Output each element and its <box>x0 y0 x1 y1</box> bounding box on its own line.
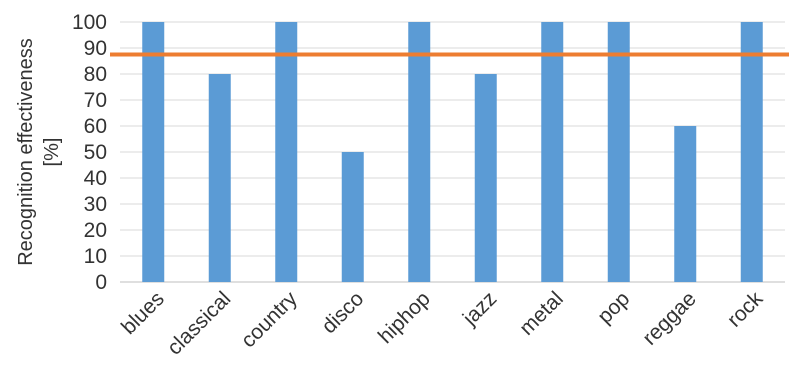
bar-reggae <box>674 126 697 282</box>
y-tick-label: 80 <box>84 63 107 86</box>
bar-classical <box>208 74 231 282</box>
bar-metal <box>541 22 564 282</box>
y-axis-title: Recognition effectiveness [%] <box>15 38 63 266</box>
y-axis-ticks: 0 10 20 30 40 50 60 70 80 90 100 <box>72 11 107 294</box>
y-axis-title-line1: Recognition effectiveness <box>15 38 37 266</box>
y-tick-label: 30 <box>84 193 107 216</box>
y-tick-label: 70 <box>84 89 107 112</box>
y-tick-label: 60 <box>84 115 107 138</box>
x-tick-label-pop: pop <box>593 287 634 328</box>
gridlines <box>120 21 785 283</box>
y-tick-label: 0 <box>95 271 107 294</box>
x-tick-label-classical: classical <box>163 287 235 359</box>
bar-jazz <box>474 74 497 282</box>
y-tick-label: 20 <box>84 219 107 242</box>
y-tick-label: 50 <box>84 141 107 164</box>
bar-hiphop <box>408 22 431 282</box>
x-tick-label-country: country <box>237 287 302 352</box>
x-tick-label-metal: metal <box>515 287 568 340</box>
y-tick-label: 100 <box>72 11 107 34</box>
x-tick-label-disco: disco <box>317 287 368 338</box>
y-tick-label: 90 <box>84 37 107 60</box>
x-tick-label-hiphop: hiphop <box>374 287 435 348</box>
x-tick-label-jazz: jazz <box>458 287 501 330</box>
y-tick-label: 40 <box>84 167 107 190</box>
bar-pop <box>607 22 630 282</box>
bar-blues <box>142 22 165 282</box>
bar-country <box>275 22 298 282</box>
x-tick-label-blues: blues <box>117 287 169 339</box>
x-tick-label-rock: rock <box>723 287 768 332</box>
y-axis-title-line2: [%] <box>41 138 63 167</box>
bar-disco <box>341 152 364 282</box>
x-tick-label-reggae: reggae <box>638 287 701 350</box>
bar-rock <box>740 22 763 282</box>
bars <box>142 22 763 282</box>
y-tick-label: 10 <box>84 245 107 268</box>
